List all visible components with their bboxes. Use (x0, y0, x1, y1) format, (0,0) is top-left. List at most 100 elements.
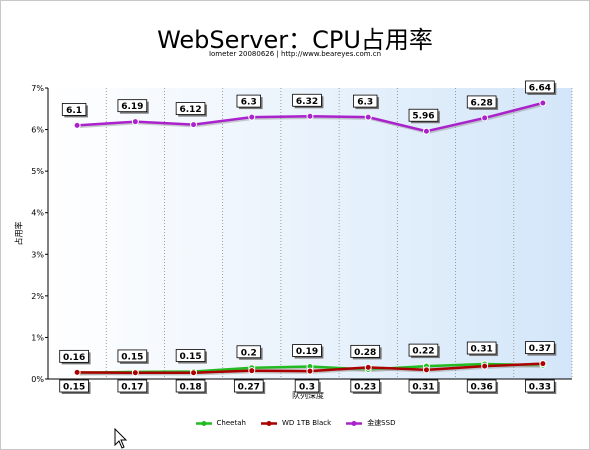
data-point (364, 113, 372, 121)
data-label: 0.22 (408, 343, 440, 359)
data-label: 0.15 (59, 379, 91, 394)
data-point (481, 362, 489, 370)
data-label-text: 6.3 (357, 98, 373, 108)
legend: Cheetah WD 1TB Black 金速SSD (0, 418, 590, 428)
data-point (539, 360, 547, 368)
data-label-box (525, 341, 555, 355)
data-label-text: 0.2 (241, 348, 257, 358)
data-label: 6.32 (292, 93, 324, 109)
data-label: 0.31 (408, 379, 440, 394)
y-tick-label: 0% (31, 375, 44, 384)
data-label: 6.1 (61, 103, 88, 118)
data-label: 0.3 (294, 379, 321, 394)
data-label-text: 0.31 (412, 383, 434, 393)
data-label-box (292, 93, 322, 107)
data-point (422, 366, 430, 374)
data-point (539, 99, 547, 107)
data-label-box (466, 341, 497, 355)
data-point (131, 369, 139, 377)
data-label: 0.18 (175, 379, 207, 394)
data-point (73, 121, 81, 129)
legend-swatch-icon (195, 420, 212, 426)
data-label: 6.19 (117, 99, 149, 114)
y-tick-label: 7% (31, 84, 44, 93)
y-tick-label: 2% (31, 292, 44, 301)
legend-item: Cheetah (195, 418, 246, 428)
y-tick-label: 6% (31, 126, 44, 135)
data-label-box (61, 103, 87, 116)
data-label-box (294, 379, 320, 393)
data-point (190, 369, 198, 377)
y-tick-label: 1% (31, 333, 44, 342)
data-point (248, 113, 256, 121)
data-label: 0.31 (466, 341, 499, 357)
data-label-box (175, 349, 206, 362)
data-label-text: 0.16 (63, 353, 85, 363)
data-label: 0.28 (350, 344, 382, 360)
data-point (364, 363, 372, 371)
data-label-text: 0.37 (529, 344, 551, 354)
data-point (481, 114, 489, 122)
data-label-text: 6.1 (66, 106, 82, 116)
data-point (248, 367, 256, 375)
data-label: 0.36 (466, 379, 499, 394)
data-label-text: 6.64 (529, 83, 551, 93)
data-label: 6.64 (525, 80, 557, 95)
data-label-box (117, 379, 148, 393)
data-label-box (466, 95, 497, 109)
data-label-text: 0.33 (529, 383, 551, 393)
data-point (306, 112, 314, 120)
data-label-box (117, 99, 148, 113)
data-label-text: 0.15 (179, 352, 201, 362)
data-label-text: 0.18 (179, 383, 201, 393)
data-label: 0.23 (350, 379, 382, 394)
data-label-text: 6.12 (179, 105, 201, 115)
data-label: 0.15 (117, 349, 149, 364)
data-label-box (175, 379, 206, 393)
data-label-text: 0.28 (354, 348, 376, 358)
data-label: 6.3 (236, 94, 263, 110)
data-label-text: 0.19 (296, 347, 318, 357)
data-label: 6.28 (466, 95, 499, 110)
data-label-box (175, 102, 206, 115)
data-point (306, 367, 314, 375)
data-label-box (353, 94, 378, 108)
x-axis-label: 队列深度 (292, 391, 324, 400)
data-point (422, 127, 430, 135)
data-label: 0.15 (175, 349, 207, 364)
y-tick-label: 5% (31, 167, 44, 176)
data-label-text: 0.3 (299, 383, 315, 393)
data-label-box (292, 344, 322, 357)
data-point (73, 368, 81, 376)
data-label-text: 6.3 (241, 98, 257, 108)
data-label-text: 6.28 (471, 98, 493, 108)
legend-item: WD 1TB Black (260, 418, 331, 428)
data-label-box (233, 379, 264, 393)
legend-label: Cheetah (216, 419, 246, 427)
data-label: 5.96 (408, 108, 440, 124)
chart-title: WebServer：CPU占用率 (157, 26, 433, 54)
data-point (190, 121, 198, 129)
data-label-box (525, 80, 555, 94)
data-label-text: 5.96 (412, 112, 434, 122)
data-label: 0.37 (525, 341, 557, 356)
legend-swatch-icon (260, 420, 277, 426)
data-point (131, 118, 139, 126)
data-label-text: 0.23 (354, 383, 376, 393)
data-label: 0.17 (117, 379, 149, 394)
data-label-text: 6.19 (121, 102, 143, 112)
data-label-box (408, 379, 439, 393)
legend-label: WD 1TB Black (281, 419, 332, 427)
data-label-box (350, 344, 381, 358)
data-label-box (59, 349, 89, 363)
data-label-box (408, 343, 439, 357)
data-label: 6.3 (353, 94, 380, 110)
data-label-box (350, 379, 381, 393)
data-label-text: 0.27 (238, 383, 260, 393)
data-label: 0.16 (59, 349, 91, 365)
data-label-text: 6.32 (296, 97, 318, 107)
data-label-box (408, 108, 439, 122)
data-label: 0.27 (233, 379, 266, 394)
data-label-box (59, 379, 89, 393)
